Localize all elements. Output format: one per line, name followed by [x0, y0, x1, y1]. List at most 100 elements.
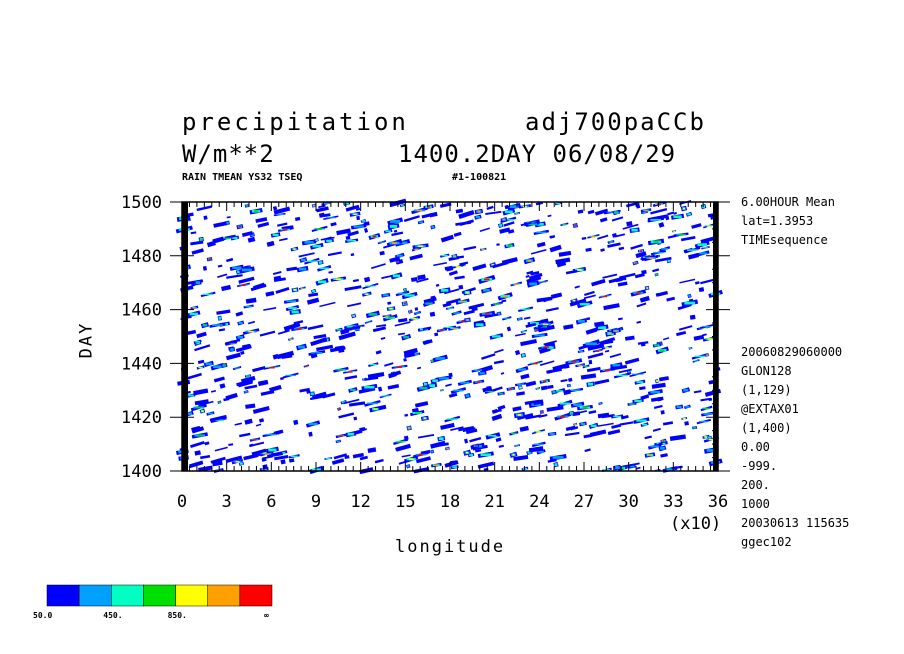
precip-cell — [263, 307, 277, 311]
precip-cell — [235, 311, 244, 317]
meta-line: 1000 — [741, 497, 770, 511]
precip-cell — [210, 417, 227, 423]
precip-cell — [553, 461, 559, 468]
precip-cell — [273, 206, 291, 215]
precip-cell — [464, 317, 471, 323]
precip-cell — [516, 413, 534, 421]
precip-cell — [700, 405, 713, 412]
precip-cell — [444, 415, 461, 423]
precip-cell — [445, 298, 461, 305]
precip-cell — [219, 383, 226, 389]
precip-cell — [611, 328, 621, 334]
precip-cell — [612, 209, 621, 216]
precip-cell — [448, 392, 458, 398]
precip-cell — [316, 344, 334, 352]
precip-cell — [684, 421, 689, 426]
precip-cell — [417, 434, 435, 439]
precip-cell — [581, 236, 587, 240]
precip-cell — [614, 233, 626, 238]
precip-cell — [520, 373, 530, 380]
precip-cell — [504, 242, 515, 249]
precip-cell — [190, 305, 199, 310]
precip-cell — [697, 250, 710, 257]
precip-cell — [361, 291, 372, 297]
precip-cell — [225, 352, 241, 361]
precip-cell — [394, 321, 411, 327]
precip-cell — [523, 316, 531, 320]
precip-cell — [565, 358, 583, 366]
precip-cell — [551, 389, 557, 395]
precip-cell — [389, 256, 401, 263]
precip-cell — [356, 215, 361, 221]
precip-cell — [472, 443, 480, 449]
precip-cell — [448, 326, 461, 331]
precip-cell — [634, 379, 646, 385]
precip-cell — [236, 282, 251, 288]
precip-cell — [626, 221, 633, 227]
precip-cell — [484, 389, 497, 394]
precip-cell — [383, 228, 393, 234]
precip-cell — [644, 452, 656, 458]
precip-cell — [620, 414, 629, 420]
precip-cell — [676, 330, 687, 337]
precip-cell — [650, 250, 667, 256]
precip-cell — [338, 331, 356, 341]
precip-cell — [291, 287, 299, 293]
precip-cell — [377, 240, 387, 245]
precip-cell — [577, 349, 585, 354]
precip-cell — [232, 366, 242, 371]
precip-cell — [214, 446, 228, 452]
precip-cell — [654, 378, 659, 384]
precip-cell — [230, 235, 240, 241]
precip-cell — [344, 375, 358, 380]
precip-cell — [637, 249, 645, 253]
precip-cell — [540, 385, 548, 391]
precip-cell — [337, 407, 342, 411]
units-label: W/m**2 — [182, 140, 275, 168]
precip-cell — [557, 399, 573, 408]
precip-cell — [348, 386, 358, 393]
precip-cell — [545, 307, 559, 312]
precip-cell — [637, 341, 649, 345]
precip-cell — [595, 324, 609, 331]
precip-cell — [423, 297, 437, 304]
precip-cell — [555, 257, 571, 265]
precip-cell — [450, 465, 459, 470]
precip-cell — [599, 337, 616, 345]
precip-cell — [240, 350, 245, 355]
precip-cell — [651, 382, 666, 389]
precip-cell — [577, 404, 593, 411]
precip-cell — [531, 441, 546, 448]
precip-cell — [485, 210, 502, 216]
colorbar: 50.0 450. 850. ∞ — [33, 584, 273, 620]
precip-cell — [310, 242, 324, 250]
precip-cell — [526, 280, 540, 288]
precip-cell — [244, 203, 250, 208]
precip-cell — [272, 205, 278, 211]
precip-cell — [459, 261, 469, 266]
plot-border — [181, 201, 719, 472]
precip-cell — [625, 462, 640, 468]
precip-cell — [607, 239, 615, 244]
precip-cell — [514, 349, 521, 356]
precip-cell — [430, 449, 435, 454]
colorbar-label: 850. — [168, 611, 187, 620]
precip-cell — [585, 327, 598, 335]
plot-frame — [181, 201, 719, 472]
precip-cell — [520, 352, 526, 358]
precip-cell — [367, 371, 385, 379]
precip-cell — [469, 436, 482, 443]
precip-cell — [535, 386, 541, 390]
precip-cell — [225, 455, 243, 463]
precip-cell — [335, 433, 347, 439]
precip-cell — [619, 272, 636, 280]
precip-cell — [630, 289, 647, 297]
precip-cell — [311, 225, 328, 232]
precip-cell — [611, 423, 622, 429]
precip-cell — [583, 433, 592, 439]
precip-cell — [546, 367, 562, 374]
precip-cell — [223, 397, 230, 402]
precip-cell — [238, 276, 255, 284]
precip-cell — [409, 253, 423, 261]
